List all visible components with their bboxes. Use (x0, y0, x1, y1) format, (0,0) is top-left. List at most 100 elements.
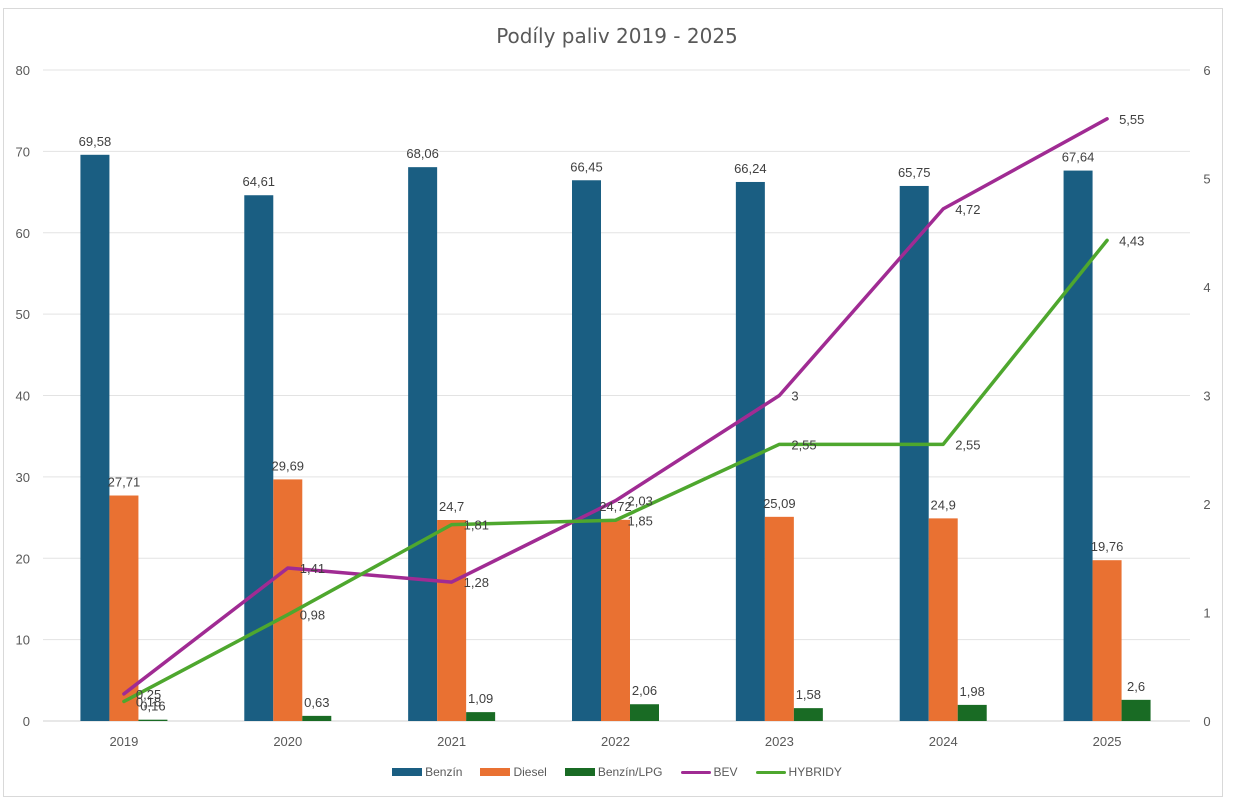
data-label: 3 (791, 389, 798, 404)
y-left-tick-label: 80 (16, 63, 30, 78)
bars (80, 154, 1151, 722)
data-label: 4,72 (955, 202, 980, 217)
y-right-tick-label: 3 (1203, 389, 1210, 404)
bar-benz-n (1063, 170, 1093, 722)
data-label: 67,64 (1062, 150, 1095, 165)
x-tick-label: 2019 (109, 734, 138, 749)
x-tick-label: 2021 (437, 734, 466, 749)
line-bev (122, 117, 1109, 696)
data-label: 2,55 (955, 437, 980, 452)
data-label: 27,71 (108, 475, 141, 490)
lines (122, 117, 1109, 704)
bar-benz-n-lpg (138, 719, 168, 721)
data-label: 1,98 (960, 684, 985, 699)
data-label: 65,75 (898, 165, 931, 180)
data-label: 0,18 (136, 694, 161, 709)
legend: Benzín Diesel Benzín/LPG BEV HYBRIDY (0, 765, 1234, 779)
legend-swatch (480, 768, 511, 776)
legend-item-bev: BEV (680, 765, 738, 779)
legend-item-benz-n-lpg: Benzín/LPG (564, 765, 663, 779)
legend-swatch (680, 770, 711, 774)
bar-benz-n (899, 185, 929, 722)
data-label: 1,81 (464, 518, 489, 533)
x-tick-label: 2023 (765, 734, 794, 749)
y-left-tick-label: 50 (16, 307, 30, 322)
data-label: 4,43 (1119, 233, 1144, 248)
bar-benz-n-lpg (1121, 699, 1151, 721)
data-label: 1,09 (468, 691, 493, 706)
legend-item-hybridy: HYBRIDY (755, 765, 842, 779)
data-label: 0,16 (140, 699, 165, 714)
y-axis-left-ticks: 0 10 20 30 40 50 60 70 80 (16, 63, 30, 729)
legend-swatch (755, 770, 786, 774)
x-tick-label: 2020 (273, 734, 302, 749)
y-right-tick-label: 1 (1203, 606, 1210, 621)
data-label: 24,72 (599, 499, 632, 514)
data-label: 1,58 (796, 687, 821, 702)
bar-diesel (764, 516, 794, 721)
legend-swatch (392, 768, 423, 776)
legend-label: HYBRIDY (788, 765, 842, 779)
y-left-tick-label: 40 (16, 389, 30, 404)
y-left-tick-label: 0 (23, 714, 30, 729)
y-right-tick-label: 2 (1203, 497, 1210, 512)
y-axis-right-ticks: 0 1 2 3 4 5 6 (1203, 63, 1210, 729)
legend-item-benz-n: Benzín (392, 765, 462, 779)
data-label: 29,69 (272, 458, 305, 473)
y-right-tick-label: 6 (1203, 63, 1210, 78)
data-label: 5,55 (1119, 112, 1144, 127)
bar-benz-n (80, 154, 110, 722)
bar-benz-n (408, 167, 438, 721)
bar-diesel (928, 518, 958, 721)
data-label: 25,09 (763, 496, 796, 511)
data-label: 19,76 (1091, 539, 1124, 554)
bar-benz-n-lpg (630, 704, 659, 721)
y-right-tick-label: 5 (1203, 172, 1210, 187)
legend-item-diesel: Diesel (480, 765, 547, 779)
data-label: 24,9 (931, 497, 956, 512)
bar-benz-n (244, 195, 274, 721)
data-label: 1,85 (628, 513, 653, 528)
bar-benz-n-lpg (793, 708, 823, 721)
legend-label: Benzín (425, 765, 463, 779)
legend-swatch (564, 768, 595, 776)
data-label: 24,7 (439, 499, 464, 514)
y-left-tick-label: 60 (16, 226, 30, 241)
data-label: 1,41 (300, 561, 325, 576)
data-labels: 69,58 27,71 0,16 64,61 29,69 0,63 68,06 24,7 1,0… (79, 112, 1145, 714)
data-label: 1,28 (464, 575, 489, 590)
data-label: 66,24 (734, 161, 767, 176)
bar-benz-n-lpg (957, 704, 987, 721)
data-label: 69,58 (79, 134, 112, 149)
y-left-tick-label: 30 (16, 470, 30, 485)
y-left-tick-label: 70 (16, 144, 30, 159)
y-right-tick-label: 0 (1203, 714, 1210, 729)
bar-diesel (109, 495, 139, 721)
y-left-tick-label: 20 (16, 551, 30, 566)
data-label: 0,98 (300, 608, 325, 623)
bar-diesel (1092, 560, 1122, 721)
bar-diesel (601, 519, 630, 721)
data-label: 2,03 (628, 494, 653, 509)
data-label: 2,55 (791, 437, 816, 452)
data-label: 2,06 (632, 683, 657, 698)
legend-label: BEV (713, 765, 738, 779)
line-hybridy (122, 238, 1109, 704)
chart-title: Podíly paliv 2019 - 2025 (496, 24, 738, 48)
x-tick-label: 2022 (601, 734, 630, 749)
data-label: 66,45 (570, 159, 603, 174)
data-label: 68,06 (406, 146, 439, 161)
y-right-tick-label: 4 (1203, 280, 1210, 295)
legend-label: Benzín/LPG (597, 765, 663, 779)
data-label: 64,61 (243, 174, 276, 189)
y-left-tick-label: 10 (16, 633, 30, 648)
bar-diesel (437, 520, 467, 721)
bar-benz-n-lpg (466, 712, 496, 721)
x-tick-label: 2024 (929, 734, 958, 749)
data-label: 0,25 (136, 687, 161, 702)
legend-label: Diesel (513, 765, 547, 779)
bar-benz-n (572, 180, 601, 721)
bar-benz-n-lpg (302, 715, 332, 721)
x-axis-ticks: 2019 2020 2021 2022 2023 2024 2025 (109, 734, 1121, 749)
